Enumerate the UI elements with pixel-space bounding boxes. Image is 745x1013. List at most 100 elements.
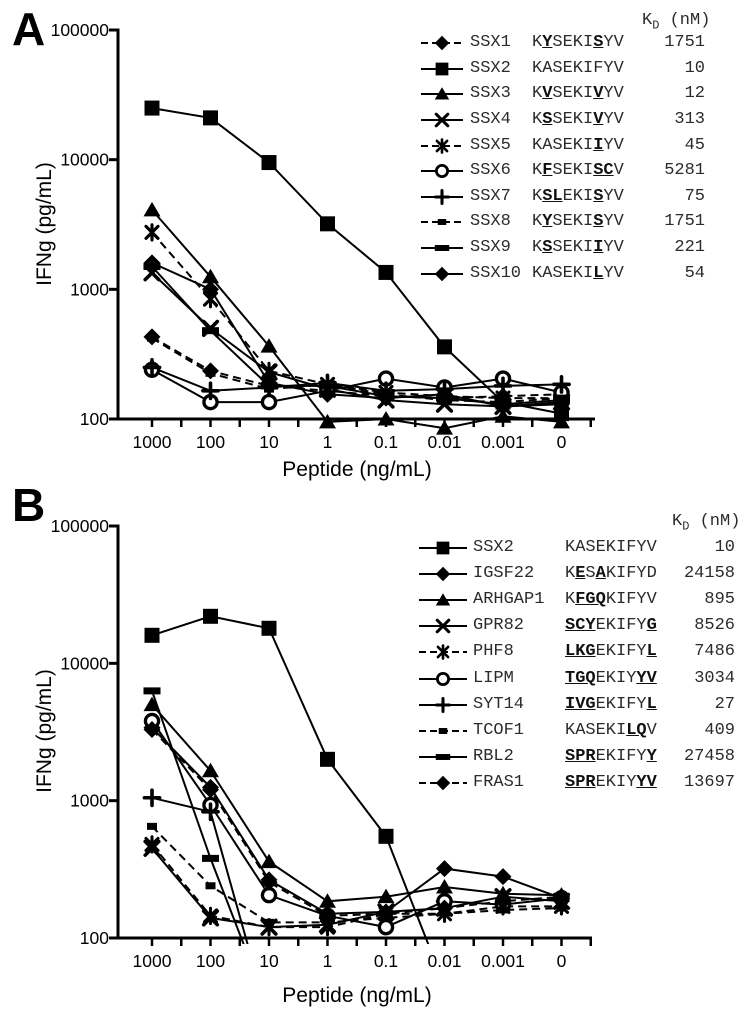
x-tick-label: 0 (557, 432, 567, 452)
y-tick-label: 1000 (70, 791, 109, 811)
x-tick-label: 0.01 (427, 432, 461, 452)
legend-marker-sample-square (419, 541, 467, 555)
legend-row-SSX10: SSX10 KASEKILYV 54 (420, 264, 705, 284)
SSX3-marker (319, 413, 336, 429)
IGSF22-marker (494, 868, 512, 886)
legend-asterisk-icon (436, 644, 450, 661)
legend-row-SSX8: SSX8 KYSEKISYV 1751 (420, 212, 705, 232)
series-line-ARHGAP1 (151, 704, 562, 903)
x-tick-label: 1 (323, 951, 333, 971)
SSX10-marker (143, 254, 161, 272)
legend-marker-sample-smallsquare (419, 727, 467, 734)
legend-row-SSX6: SSX6 KFSEKISCV 5281 (420, 161, 705, 181)
x-tick-label: 0.1 (374, 951, 398, 971)
legend-sequence: KASEKIIYV (532, 135, 624, 155)
legend-row-LIPM: LIPM TGQEKIYYV 3034 (418, 669, 735, 689)
legend-kd-value: 27458 (683, 746, 735, 766)
SSX10-marker (494, 397, 512, 415)
panel-b-label: B (12, 479, 46, 531)
legend-kd-value: 7486 (694, 642, 735, 662)
legend-bar-icon (434, 245, 450, 251)
legend-kd-value: 13697 (683, 772, 735, 792)
legend-kd-value: 45 (684, 135, 705, 155)
legend-smallsquare-icon (438, 727, 448, 734)
ARHGAP1-marker (319, 893, 336, 908)
legend-sequence: KSLEKISYV (532, 186, 624, 206)
legend-row-SSX3: SSX3 KVSEKIVYV 12 (420, 84, 705, 104)
legend-kd-value: 409 (704, 720, 735, 740)
FRAS1-marker (202, 781, 219, 799)
panel-a-plot: 100 1000 10000 100000 1000 100 10 1 0.1 0.01 0.001… (51, 20, 595, 452)
SSX7-marker (493, 376, 513, 396)
legend-series-name: GPR82 (473, 616, 525, 636)
series-line-LIPM (151, 720, 562, 929)
SSX10-marker (260, 374, 278, 392)
legend-row-TCOF1: TCOF1 KASEKILQV 409 (418, 721, 735, 741)
legend-sequence: KFGQKIFYV (565, 590, 657, 610)
legend-series-name: SSX3 (470, 84, 511, 104)
series-group (151, 107, 562, 430)
TCOF1-marker (556, 904, 567, 912)
x-tick-label: 100 (196, 432, 225, 452)
panel-a-x-axis-title: Peptide (ng/mL) (282, 458, 432, 481)
series-line-SSX6 (151, 368, 562, 404)
SSX2-marker (144, 100, 160, 116)
legend-series-name: PHF8 (473, 642, 514, 662)
legend-series-name: TCOF1 (473, 720, 525, 740)
SSX3-marker (260, 338, 278, 353)
legend-marker-sample-diamond (421, 266, 463, 281)
TCOF1-marker (498, 906, 508, 914)
legend-kd-value: 10 (684, 58, 705, 78)
y-tick-label: 10000 (60, 653, 109, 673)
ARHGAP1-marker (377, 888, 395, 904)
legend-series-name: SSX1 (470, 33, 511, 52)
TCOF1-marker (147, 822, 157, 830)
legend-series-name: SSX2 (473, 538, 514, 557)
legend-kd-value: 10 (714, 538, 735, 557)
legend-marker-sample-triangle (421, 87, 463, 100)
x-tick-label: 1000 (133, 432, 172, 452)
legend-series-name: SSX10 (470, 263, 522, 283)
TCOF1-marker (264, 918, 274, 926)
legend-x-icon (435, 618, 451, 634)
legend-kd-value: 24158 (683, 564, 735, 584)
legend-sequence: KYSEKISYV (532, 212, 624, 232)
FRAS1-marker (143, 720, 161, 738)
SSX7-marker (552, 374, 571, 394)
legend-series-name: SYT14 (473, 694, 525, 714)
legend-row-IGSF22: IGSF22 KESAKIFYD 24158 (418, 564, 735, 584)
legend-kd-value: 27 (714, 694, 735, 714)
SSX3-marker (202, 268, 219, 284)
legend-series-name: RBL2 (473, 746, 514, 766)
legend-sequence: KASEKILYV (532, 263, 624, 283)
legend-sequence: KASEKIFYV (565, 538, 657, 557)
legend-plus-icon (435, 696, 451, 713)
legend-marker-sample-asterisk (419, 644, 467, 661)
SSX2-marker (144, 627, 160, 643)
legend-row-SSX2: SSX2 KASEKIFYV 10 (418, 538, 735, 558)
series-line-TCOF1 (151, 825, 562, 924)
legend-marker-sample-diamond (419, 566, 467, 582)
kd-symbol: K (672, 512, 683, 531)
x-tick-label: 0.001 (481, 951, 525, 971)
legend-series-name: LIPM (473, 668, 514, 688)
x-tick-label: 1 (323, 432, 333, 452)
legend-smallsquare-icon (437, 219, 447, 226)
legend-kd-value: 8526 (694, 616, 735, 636)
legend-marker-sample-square (421, 62, 463, 75)
legend-sequence: KYSEKISYV (532, 33, 624, 52)
SSX7-marker (201, 381, 220, 401)
legend-square-icon (436, 541, 450, 555)
legend-marker-sample-x (419, 618, 467, 634)
y-tick-label: 100000 (51, 20, 110, 40)
FRAS1-marker (377, 905, 395, 923)
SSX7-marker (142, 358, 162, 377)
legend-series-name: IGSF22 (473, 564, 535, 584)
legend-sequence: KASEKILQV (565, 720, 657, 740)
kd-subscript: D (652, 18, 660, 33)
SSX10-marker (202, 280, 219, 298)
series-line-FRAS1 (151, 728, 562, 917)
x-tick-label: 0.01 (427, 951, 461, 971)
legend-triangle-icon (435, 593, 451, 606)
